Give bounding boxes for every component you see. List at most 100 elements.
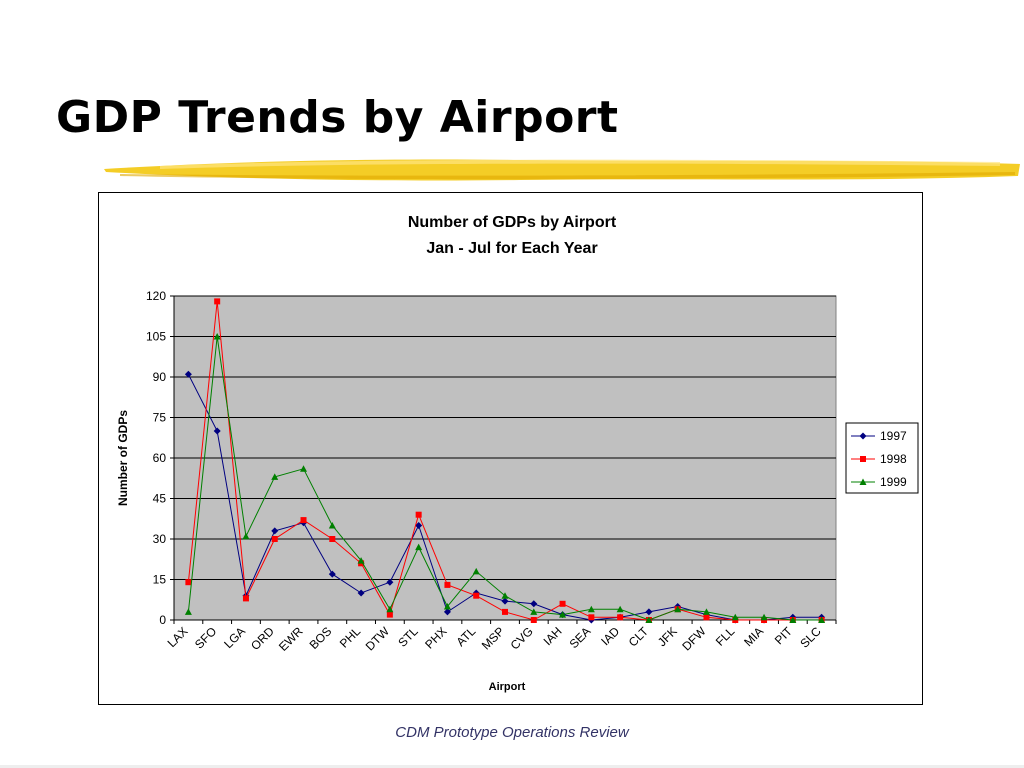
- point-1998-bos: [329, 536, 336, 542]
- point-1999-iad: [616, 605, 624, 613]
- point-1999-sea: [587, 605, 595, 613]
- grid-lines: [174, 295, 836, 580]
- series-layer: [184, 298, 826, 624]
- point-1998-stl: [415, 511, 422, 518]
- chart-subtitle: Jan - Jul for Each Year: [426, 240, 597, 257]
- x-tick-label-atl: ATL: [454, 624, 479, 649]
- point-1998-dtw: [386, 611, 393, 618]
- point-1999-iah: [559, 611, 567, 618]
- chart-frame: 0 15 30 45 60 75 90 105 120 LAX SFO LGA ORD EWR BOS PHL…: [98, 192, 923, 705]
- point-1999-lax: [184, 608, 192, 615]
- point-1999-slc: [818, 616, 826, 623]
- point-1997-dtw: [386, 578, 394, 586]
- y-tick-label-120: 120: [146, 289, 166, 303]
- x-tick-label-lga: LGA: [221, 624, 248, 651]
- point-1999-lga: [242, 532, 250, 540]
- legend: 1997 1998 1999: [845, 422, 919, 494]
- chart-title: Number of GDPs by Airport: [408, 214, 617, 231]
- point-1998-lax: [185, 579, 192, 586]
- bottom-rule: [0, 765, 1024, 768]
- point-1999-phl: [357, 557, 365, 564]
- point-1998-cvg: [530, 617, 537, 623]
- point-1997-lax: [184, 370, 192, 378]
- point-1997-phx: [443, 608, 451, 616]
- slide-title: GDP Trends by Airport: [56, 92, 619, 143]
- legend-label-1998: 1998: [880, 452, 907, 466]
- y-tick-label-75: 75: [153, 411, 167, 425]
- point-1999-fll: [731, 613, 739, 621]
- x-tick-label-iah: IAH: [541, 624, 565, 648]
- point-1998-phx: [444, 581, 451, 588]
- x-tick-label-stl: STL: [395, 624, 421, 650]
- point-1998-iad: [617, 614, 624, 621]
- point-1997-msp: [501, 597, 509, 605]
- y-tick-label-105: 105: [146, 330, 166, 344]
- point-1999-ord: [271, 473, 279, 480]
- point-1997-phl: [357, 589, 365, 597]
- y-axis-label: Number of GDPs: [116, 410, 130, 506]
- y-tick-label-15: 15: [153, 573, 167, 587]
- x-tick-label-cvg: CVG: [508, 624, 536, 652]
- point-1999-clt: [645, 616, 653, 623]
- point-1999-ewr: [300, 465, 308, 472]
- x-tick-label-phl: PHL: [337, 624, 364, 651]
- legend-label-1999: 1999: [880, 475, 907, 489]
- point-1997-bos: [328, 570, 336, 578]
- series-1999: [184, 333, 826, 623]
- x-tick-label-slc: SLC: [797, 624, 824, 651]
- point-1999-cvg: [530, 608, 538, 615]
- point-1999-dtw: [386, 605, 394, 613]
- point-1998-sea: [588, 614, 595, 621]
- point-1997-sfo: [213, 427, 221, 435]
- y-tick-label-0: 0: [159, 613, 166, 627]
- x-tick-label-iad: IAD: [598, 624, 622, 648]
- legend-label-1997: 1997: [880, 429, 907, 443]
- point-1998-msp: [502, 608, 508, 615]
- point-1998-sfo: [214, 298, 221, 305]
- point-1998-ewr: [300, 517, 307, 524]
- point-1997-stl: [415, 522, 423, 529]
- y-tick-label-90: 90: [153, 370, 167, 384]
- point-1997-cvg: [530, 600, 538, 608]
- point-1999-jfk: [674, 605, 682, 613]
- point-1998-ord: [271, 536, 278, 542]
- point-1999-bos: [328, 522, 336, 529]
- gdp-line-chart: 0 15 30 45 60 75 90 105 120 LAX SFO LGA ORD EWR BOS PHL…: [116, 214, 919, 693]
- point-1998-lga: [242, 595, 249, 602]
- x-tick-label-phx: PHX: [422, 624, 449, 651]
- x-tick-label-jfk: JFK: [655, 624, 680, 649]
- x-tick-label-sfo: SFO: [192, 624, 219, 651]
- highlighter-stroke: [104, 159, 1020, 181]
- point-1999-sfo: [213, 333, 221, 340]
- point-1999-mia: [760, 613, 768, 621]
- y-tick-label-45: 45: [153, 492, 167, 506]
- legend-marker-1999: [859, 478, 867, 485]
- point-1997-ord: [271, 527, 279, 535]
- point-1998-dfw: [703, 614, 710, 621]
- x-tick-label-sea: SEA: [567, 624, 594, 651]
- x-tick-label-dfw: DFW: [679, 624, 709, 654]
- y-tick-label-30: 30: [153, 532, 167, 546]
- point-1999-phx: [443, 603, 451, 610]
- point-1998-iah: [559, 600, 566, 607]
- point-1999-dfw: [702, 608, 710, 615]
- x-tick-label-msp: MSP: [479, 624, 507, 652]
- point-1998-atl: [473, 592, 480, 599]
- legend-box: [845, 422, 919, 494]
- legend-marker-1998: [860, 456, 866, 462]
- x-tick-label-clt: CLT: [626, 624, 652, 650]
- x-tick-label-ewr: EWR: [276, 624, 306, 654]
- x-tick-label-mia: MIA: [741, 624, 766, 649]
- point-1999-msp: [501, 592, 509, 599]
- x-tick-label-pit: PIT: [772, 624, 796, 648]
- x-tick-label-bos: BOS: [307, 624, 335, 652]
- point-1999-pit: [789, 616, 797, 623]
- x-tick-label-ord: ORD: [248, 624, 277, 653]
- point-1999-stl: [415, 543, 423, 551]
- slide-footer: CDM Prototype Operations Review: [395, 724, 629, 741]
- legend-marker-1997: [859, 432, 867, 440]
- x-axis-label: Airport: [489, 681, 526, 693]
- y-tick-label-60: 60: [153, 451, 167, 465]
- point-1997-clt: [645, 608, 653, 616]
- point-1999-atl: [472, 567, 480, 575]
